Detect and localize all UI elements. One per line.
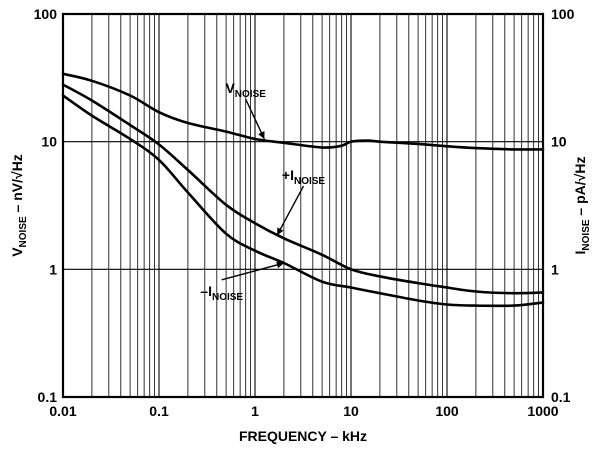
y-right-title-sub: NOISE — [581, 219, 592, 250]
series-curves — [61, 72, 545, 308]
leader-arrow-v-noise — [258, 131, 265, 139]
leader-line-plus-i-noise — [276, 185, 305, 236]
y-right-title-rest: – pA/√Hz — [572, 157, 588, 220]
series-label-plus-i-noise: +INOISE — [282, 167, 326, 187]
y-right-tick-label: 1 — [551, 261, 559, 277]
y-left-tick-label: 10 — [41, 134, 57, 150]
leader-line-minus-i-noise — [221, 262, 285, 281]
y-left-tick-label: 100 — [34, 6, 58, 22]
y-right-tick-labels: 0.1 1 10 100 — [551, 6, 575, 405]
x-tick-labels: 0.01 0.1 1 10 100 1000 — [49, 403, 558, 419]
y-right-axis-title: INOISE – pA/√Hz — [572, 157, 592, 255]
series-label-minus-i-noise: –INOISE — [200, 283, 243, 303]
series-annotations: VNOISE+INOISE–INOISE — [200, 80, 325, 303]
x-tick-label: 10 — [343, 403, 359, 419]
y-left-title-rest: – nV/√Hz — [9, 154, 25, 216]
series-label-sub: NOISE — [212, 292, 243, 303]
series-label-prefix: – — [200, 283, 208, 299]
annotation-leaders — [221, 98, 305, 281]
x-tick-label: 0.01 — [49, 403, 76, 419]
y-right-tick-label: 0.1 — [551, 389, 571, 405]
series-line-v-noise — [61, 72, 545, 151]
x-tick-label: 1000 — [527, 403, 558, 419]
series-label-main: I — [208, 283, 212, 299]
series-label-prefix: + — [282, 167, 290, 183]
y-right-tick-label: 100 — [551, 6, 575, 22]
series-line-minus-i-noise — [61, 94, 545, 308]
y-left-title-main: V — [9, 247, 25, 257]
leader-arrow-plus-i-noise — [277, 227, 284, 236]
x-tick-label: 0.1 — [149, 403, 169, 419]
x-axis-title: FREQUENCY – kHz — [239, 428, 367, 444]
leader-line-v-noise — [245, 98, 265, 140]
series-label-sub: NOISE — [294, 176, 325, 187]
y-left-tick-label: 1 — [49, 261, 57, 277]
y-left-tick-labels: 0.1 1 10 100 — [34, 6, 58, 405]
series-label-main: V — [225, 80, 235, 96]
series-label-v-noise: VNOISE — [225, 80, 266, 100]
series-label-main: I — [290, 167, 294, 183]
y-left-title-sub: NOISE — [18, 216, 29, 247]
series-label-sub: NOISE — [235, 89, 266, 100]
series-line-plus-i-noise — [61, 83, 545, 295]
x-tick-label: 1 — [251, 403, 259, 419]
grid — [62, 14, 543, 397]
y-right-tick-label: 10 — [551, 134, 567, 150]
x-tick-label: 100 — [435, 403, 459, 419]
leader-arrow-minus-i-noise — [276, 261, 284, 269]
y-left-axis-title: VNOISE – nV/√Hz — [9, 154, 29, 257]
plot-frame — [61, 12, 545, 399]
y-left-tick-label: 0.1 — [38, 389, 58, 405]
y-right-title-main: I — [572, 251, 588, 255]
